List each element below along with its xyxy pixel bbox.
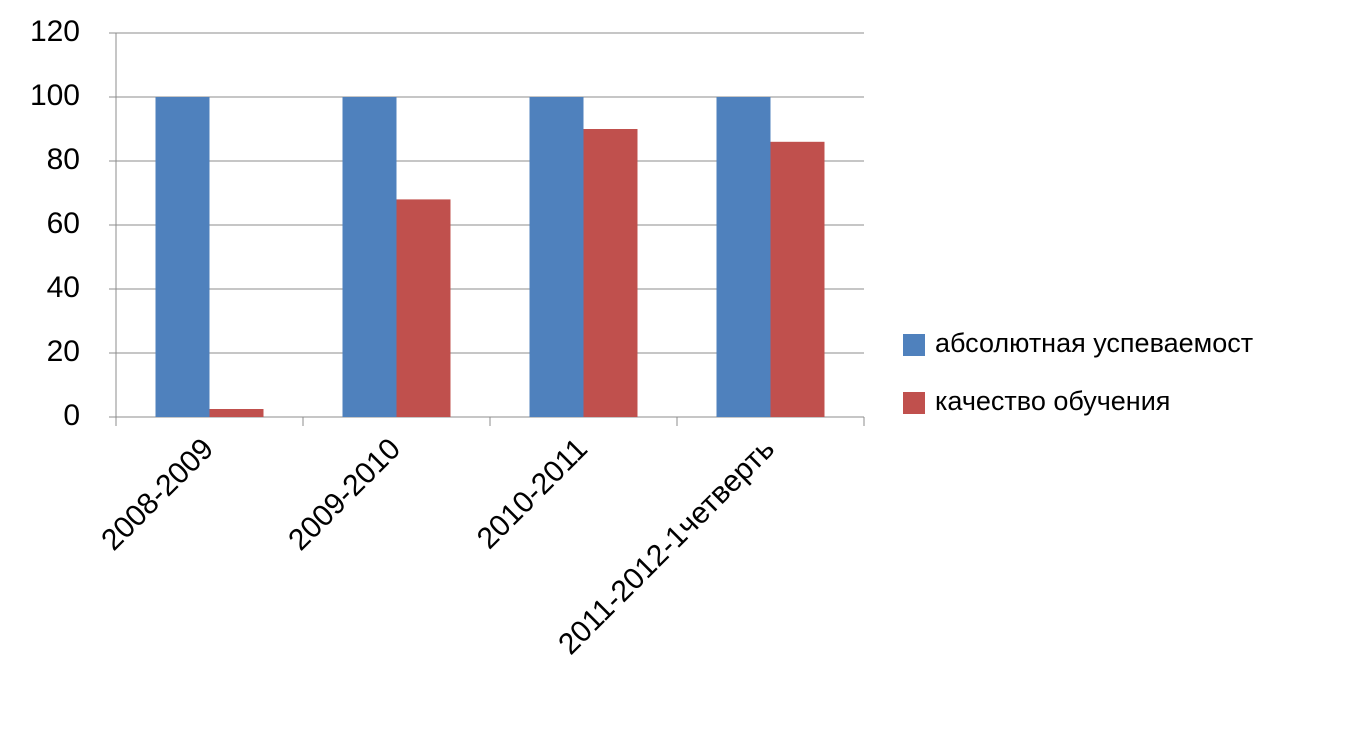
bar [396,199,451,417]
y-tick-label: 120 [30,15,80,48]
bar [529,97,584,417]
x-tick-label: 2010-2011 [471,432,594,555]
bar [770,141,825,418]
y-tick-label: 100 [30,79,80,112]
legend-swatch [903,392,925,414]
y-tick-label: 60 [47,207,80,240]
bar [583,129,638,417]
legend-label: качество обучения [935,386,1170,416]
y-tick-label: 80 [47,143,80,176]
bar [155,97,210,417]
x-tick-label: 2008-2009 [95,432,220,557]
y-tick-label: 40 [47,271,80,304]
x-tick-label: 2009-2010 [282,432,407,557]
x-tick-label: 2011-2012-1четверть [552,432,781,661]
y-tick-label: 20 [47,335,80,368]
legend-label: абсолютная успеваемост [935,328,1253,358]
bar [716,97,771,417]
bar [342,97,397,417]
legend-swatch [903,334,925,356]
bar [209,409,264,417]
y-tick-label: 0 [63,399,80,432]
